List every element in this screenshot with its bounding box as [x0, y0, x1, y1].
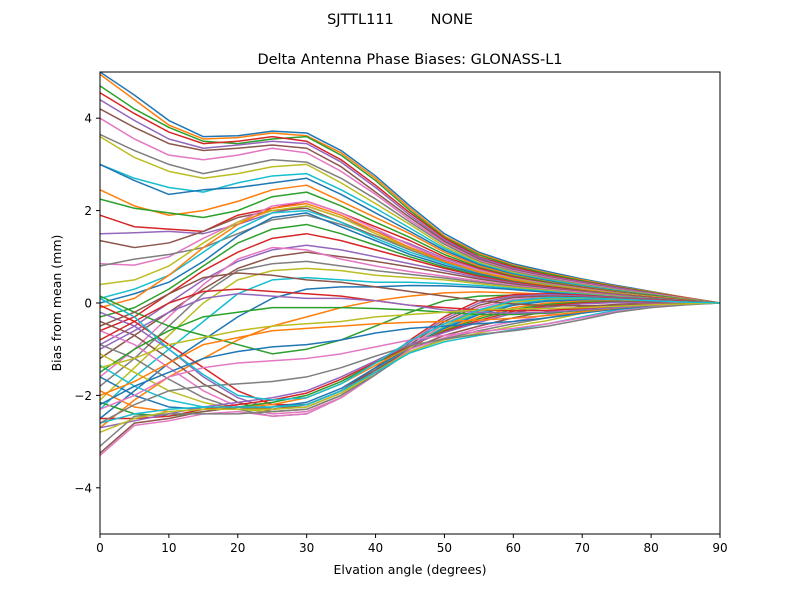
- series-line-s50: [100, 302, 720, 424]
- series-line-s56: [100, 272, 720, 327]
- x-axis: 0 10 20 30 40 50 60 70 80 90: [96, 534, 728, 555]
- y-tick-label: 2: [84, 204, 92, 218]
- y-axis-label: Bias from mean (mm): [49, 235, 64, 372]
- x-tick-label: 60: [506, 541, 521, 555]
- y-tick-label: −4: [74, 481, 92, 495]
- series-line-s1: [100, 72, 720, 304]
- y-axis: −4 −2 0 2 4: [74, 112, 100, 495]
- series-line-s55: [100, 293, 720, 350]
- series-line-s42: [100, 300, 720, 413]
- chart-suptitle: SJTTL111 NONE: [327, 12, 473, 28]
- series-line-s2: [100, 73, 720, 304]
- x-tick-label: 40: [368, 541, 383, 555]
- y-tick-label: 0: [84, 297, 92, 311]
- x-tick-label: 70: [575, 541, 590, 555]
- x-axis-label: Elvation angle (degrees): [333, 562, 486, 577]
- series-line-s48: [100, 302, 720, 447]
- series-line-s47: [100, 302, 720, 457]
- series-line-s39: [100, 298, 720, 413]
- chart-title: Delta Antenna Phase Biases: GLONASS-L1: [257, 52, 562, 68]
- series-line-s46: [100, 302, 720, 454]
- series-line-s5: [100, 99, 720, 304]
- y-tick-label: 4: [84, 112, 92, 126]
- x-tick-label: 0: [96, 541, 104, 555]
- series-line-s60: [100, 296, 720, 401]
- x-tick-label: 30: [299, 541, 314, 555]
- y-tick-label: −2: [74, 389, 92, 403]
- x-tick-label: 50: [437, 541, 452, 555]
- series-line-s58: [100, 302, 720, 424]
- x-tick-label: 20: [230, 541, 245, 555]
- series-layer: [100, 72, 720, 457]
- x-tick-label: 90: [712, 541, 727, 555]
- series-line-s57: [100, 302, 720, 410]
- series-line-s59: [100, 302, 720, 369]
- series-line-s3: [100, 85, 720, 304]
- x-tick-label: 10: [161, 541, 176, 555]
- series-line-s51: [100, 302, 720, 406]
- x-tick-label: 80: [643, 541, 658, 555]
